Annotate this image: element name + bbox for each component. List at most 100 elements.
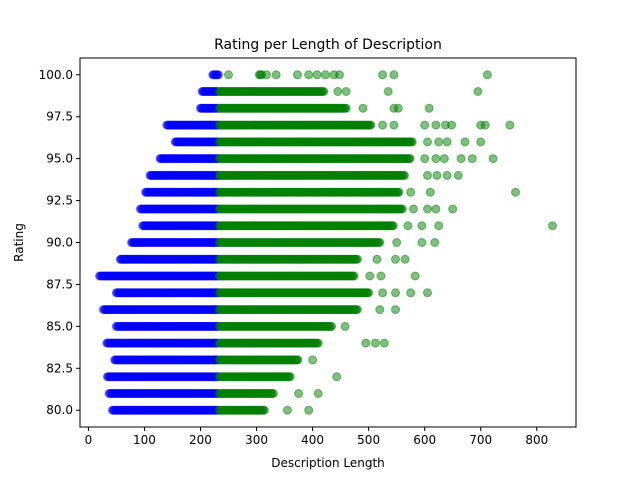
scatter-point (442, 170, 452, 180)
scatter-point (424, 103, 434, 113)
scatter-point (420, 154, 430, 164)
x-axis: 0 100 200 300 400 500 600 700 800 (85, 427, 548, 447)
scatter-point (389, 70, 399, 80)
scatter-point (505, 120, 515, 130)
scatter-point (448, 204, 458, 214)
y-tick-label: 90.0 (46, 236, 73, 250)
scatter-point (431, 120, 441, 130)
scatter-point (434, 221, 444, 231)
scatter-point (349, 271, 359, 281)
scatter-point (376, 271, 386, 281)
scatter-point (388, 221, 398, 231)
scatter-point (431, 204, 441, 214)
scatter-point (332, 372, 342, 382)
scatter-point (365, 271, 375, 281)
x-tick-label: 200 (189, 433, 212, 447)
scatter-point (224, 70, 233, 80)
scatter-point (378, 288, 388, 298)
scatter-point (394, 187, 404, 197)
scatter-point (370, 338, 380, 348)
scatter-point (393, 103, 403, 113)
scatter-point (548, 221, 557, 231)
scatter-point (406, 187, 416, 197)
scatter-point (312, 70, 322, 80)
scatter-point (405, 154, 415, 164)
scatter-point (480, 120, 490, 130)
scatter-point (378, 120, 388, 130)
x-tick-label: 300 (245, 433, 268, 447)
scatter-point (417, 221, 427, 231)
scatter-point (425, 187, 435, 197)
scatter-point (442, 137, 452, 147)
scatter-point (366, 120, 376, 130)
scatter-point (313, 389, 323, 398)
y-tick-label: 82.5 (46, 361, 73, 375)
scatter-point (213, 70, 223, 80)
chart-title: Rating per Length of Description (214, 37, 442, 53)
scatter-point (335, 70, 344, 80)
scatter-point (262, 70, 272, 80)
scatter-point (271, 70, 281, 80)
scatter-point (321, 70, 330, 80)
scatter-point (358, 103, 368, 113)
x-tick-label: 100 (133, 433, 156, 447)
scatter-point (456, 154, 466, 164)
scatter-point (293, 355, 303, 365)
scatter-point (313, 338, 323, 348)
scatter-point (293, 70, 302, 80)
scatter-point (285, 372, 295, 382)
scatter-point (319, 87, 329, 96)
scatter-point (467, 154, 477, 164)
scatter-point (400, 170, 409, 180)
scatter-point (383, 87, 393, 96)
scatter-point (340, 321, 350, 331)
scatter-point (397, 204, 407, 214)
scatter-point (341, 87, 351, 96)
scatter-point (423, 288, 432, 298)
x-tick-label: 800 (525, 433, 548, 447)
scatter-point (304, 405, 314, 415)
scatter-point (372, 254, 382, 264)
scatter-point (294, 389, 304, 398)
scatter-point (391, 305, 400, 315)
y-tick-label: 87.5 (46, 277, 73, 291)
scatter-point (423, 204, 432, 214)
scatter-point (417, 238, 427, 247)
x-tick-label: 700 (469, 433, 492, 447)
scatter-point (473, 87, 483, 96)
scatter-point (259, 405, 269, 415)
scatter-point (268, 389, 278, 398)
x-tick-label: 400 (301, 433, 324, 447)
scatter-point (352, 254, 362, 264)
scatter-point (420, 120, 430, 130)
scatter-point (308, 355, 318, 365)
scatter-point (431, 154, 441, 164)
x-tick-label: 500 (357, 433, 380, 447)
data-points (95, 70, 557, 415)
y-tick-label: 85.0 (46, 319, 73, 333)
scatter-point (423, 170, 432, 180)
x-axis-label: Description Length (271, 456, 385, 470)
y-tick-label: 97.5 (46, 110, 73, 124)
scatter-point (361, 338, 371, 348)
scatter-point (378, 70, 388, 80)
y-axis-label: Rating (12, 223, 26, 262)
scatter-point (333, 87, 343, 96)
scatter-point (389, 120, 399, 130)
scatter-point (327, 321, 337, 331)
scatter-point (439, 154, 449, 164)
scatter-point (460, 137, 470, 147)
scatter-point (403, 221, 413, 231)
x-tick-label: 0 (85, 433, 93, 447)
y-tick-label: 92.5 (46, 194, 73, 208)
scatter-point (488, 154, 498, 164)
scatter-point (375, 238, 385, 247)
scatter-point (406, 288, 416, 298)
scatter-point (304, 70, 314, 80)
scatter-point (432, 170, 442, 180)
y-tick-label: 80.0 (46, 403, 73, 417)
scatter-point (409, 204, 418, 214)
scatter-point (364, 288, 374, 298)
scatter-point (341, 103, 351, 113)
scatter-point (423, 137, 432, 147)
